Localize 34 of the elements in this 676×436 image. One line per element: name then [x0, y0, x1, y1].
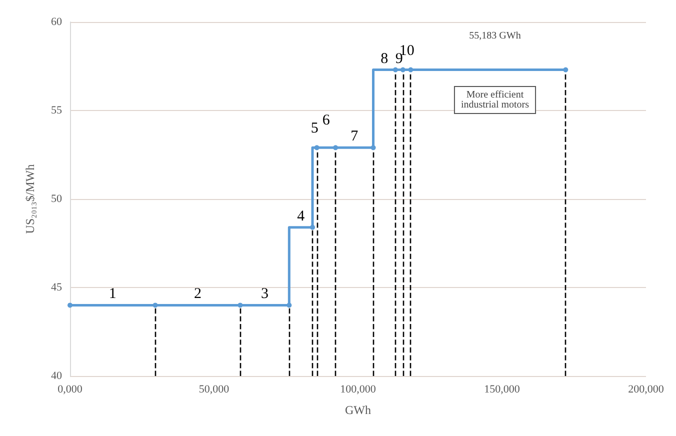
point [310, 224, 315, 230]
point [392, 67, 398, 72]
x-tick-label: 200,000 [628, 384, 664, 396]
point [152, 302, 158, 308]
x-tick-label: 150,000 [484, 384, 520, 396]
x-tick-label: 100,000 [340, 384, 376, 396]
y-tick-label: 50 [51, 193, 62, 205]
point [563, 67, 568, 72]
point [238, 302, 243, 308]
annotation: 4 [297, 208, 306, 224]
annotation: 8 [380, 50, 388, 67]
annotation: 55,183 GWh [469, 30, 521, 42]
x-tick-label: 50,000 [198, 384, 230, 396]
annotation: 6 [322, 112, 330, 129]
x-tick-label: 0,000 [58, 384, 83, 396]
annotation: More efficient industrial motors [460, 90, 530, 110]
point [408, 67, 414, 72]
annotation: 1 [108, 286, 116, 302]
annotation: 5 [310, 120, 318, 137]
annotation: 3 [260, 286, 268, 302]
y-tick-label: 60 [51, 16, 62, 28]
point [314, 145, 320, 150]
point [68, 302, 72, 308]
point [333, 145, 338, 150]
point [286, 302, 292, 308]
y-tick-label: 40 [51, 370, 62, 382]
y-tick-label: 45 [51, 282, 62, 294]
point [400, 67, 406, 72]
annotation: 7 [350, 128, 359, 145]
y-tick-label: 55 [51, 104, 62, 116]
annotation: 2 [194, 286, 202, 302]
point [370, 145, 376, 150]
y-axis-title: US₂₀₁₃$/MWh [23, 164, 37, 234]
x-axis-title: GWh [345, 403, 371, 417]
